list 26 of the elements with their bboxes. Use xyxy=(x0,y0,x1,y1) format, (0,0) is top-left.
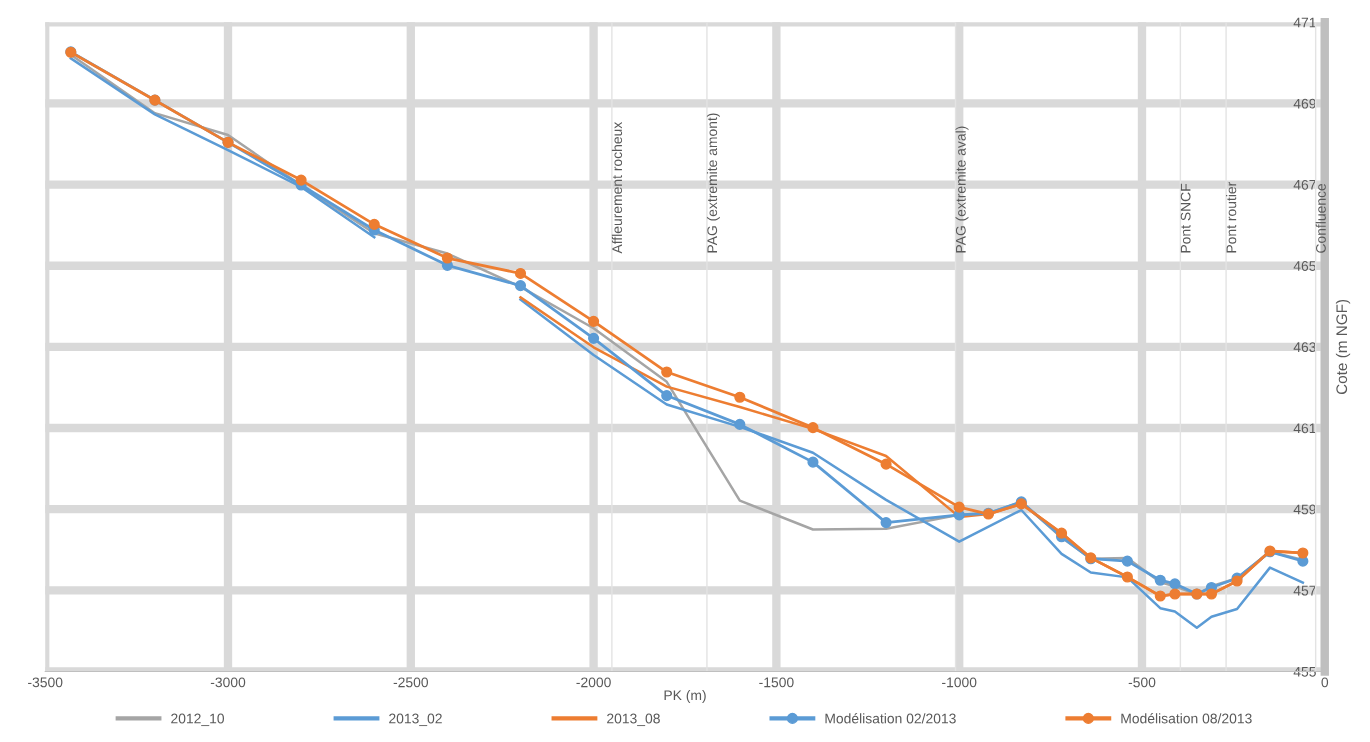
legend-label: 2013_08 xyxy=(607,713,660,727)
y-tick-label: 471 xyxy=(1293,17,1316,28)
y-tick-label: 457 xyxy=(1293,585,1316,596)
x-axis-title: PK (m) xyxy=(664,690,706,703)
y-tick-label: 467 xyxy=(1293,179,1316,190)
ref-line-label: PAG (extremite amont) xyxy=(706,113,720,253)
x-tick-label: -1500 xyxy=(759,677,794,688)
legend-label: Modélisation 02/2013 xyxy=(825,713,956,724)
legend-label: 2012_10 xyxy=(171,713,225,727)
ref-line-label: Pont routier xyxy=(1226,181,1237,253)
ref-line-label: Confluence xyxy=(1315,183,1326,253)
x-tick-label: -3000 xyxy=(210,677,246,688)
legend-label: 2013_02 xyxy=(389,713,442,727)
x-tick-label: -1000 xyxy=(942,677,977,688)
y-axis-title: Cote (m NGF) xyxy=(1335,299,1351,395)
x-tick-label: -2500 xyxy=(393,677,429,688)
y-tick-label: 461 xyxy=(1293,423,1316,434)
x-tick-label: -500 xyxy=(1128,677,1156,688)
ref-line-label: Pont SNCF xyxy=(1180,183,1191,253)
legend-label: Modélisation 08/2013 xyxy=(1121,713,1252,724)
x-tick-label: -2000 xyxy=(576,677,611,688)
x-tick-label: 0 xyxy=(1321,677,1329,688)
y-tick-label: 465 xyxy=(1293,261,1316,271)
ref-line-label: PAG (extremite aval) xyxy=(955,126,969,253)
x-tick-label: -3500 xyxy=(28,677,63,688)
ref-line-label: Affleurement rocheux xyxy=(611,121,623,254)
